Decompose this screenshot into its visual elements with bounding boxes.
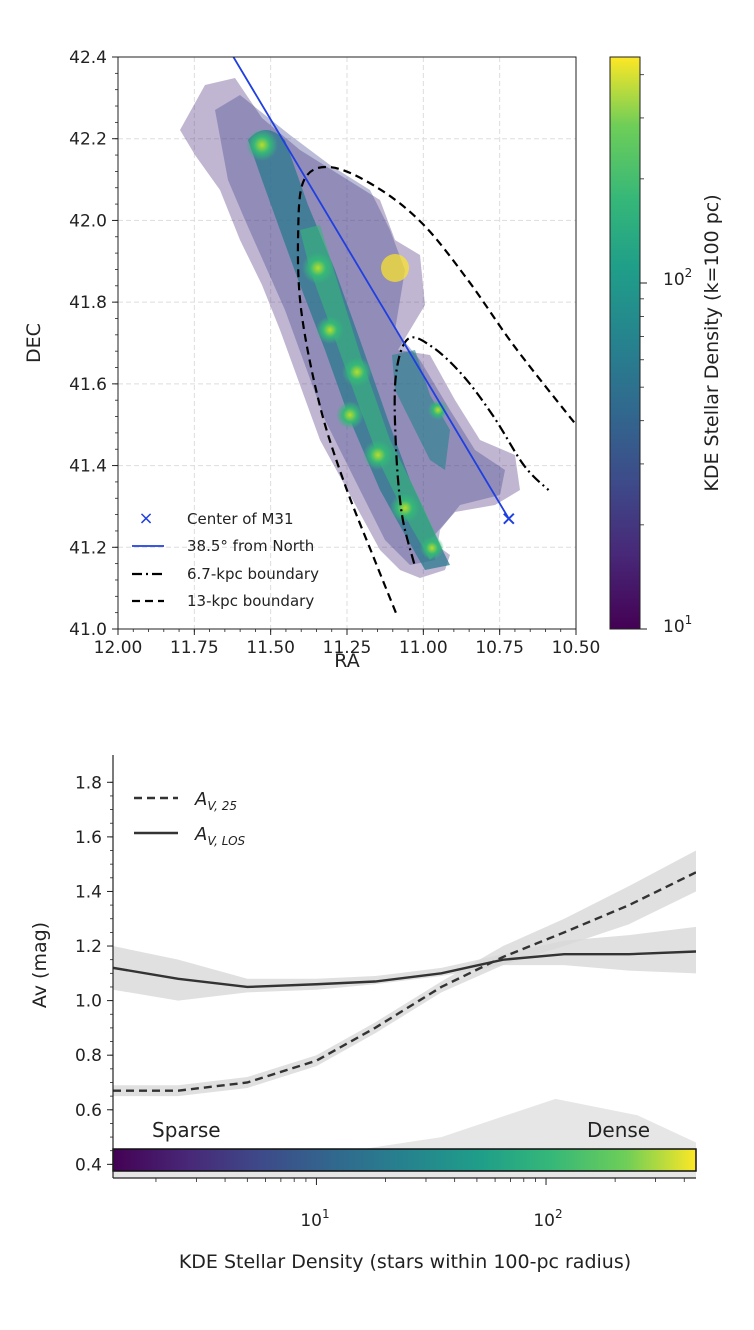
dense-clump <box>342 357 372 387</box>
y-tick-label: 1.0 <box>75 992 102 1012</box>
y-tick-label: 42.4 <box>69 48 107 68</box>
y-tick-label: 0.4 <box>75 1155 102 1175</box>
y-tick-label: 1.4 <box>75 882 102 902</box>
x-tick-label: 10.75 <box>475 638 524 658</box>
sky-map-x-ticks: 12.00 11.75 11.50 11.25 11.00 10.75 10.50 <box>94 629 601 658</box>
sky-map-chart: 12.00 11.75 11.50 11.25 11.00 10.75 10.50 41.0… <box>23 48 723 672</box>
y-tick-label: 41.6 <box>69 375 107 395</box>
m31-center-marker <box>503 512 515 525</box>
colorbar-label: KDE Stellar Density (k=100 pc) <box>701 194 723 491</box>
bright-clump <box>381 254 409 282</box>
boundary-13kpc-line <box>296 165 576 614</box>
dense-clump <box>316 316 344 344</box>
sky-map-y-ticks: 41.0 41.2 41.4 41.6 41.8 42.0 42.2 42.4 <box>69 48 118 640</box>
y-tick-label: 42.0 <box>69 211 107 231</box>
x-axis-label-ra: RA <box>334 650 359 672</box>
y-tick-label: 1.6 <box>75 828 102 848</box>
inner-ring-ridge <box>392 350 450 470</box>
y-tick-label: 41.4 <box>69 457 107 477</box>
dense-clump <box>420 536 444 560</box>
x-tick-label: 11.50 <box>246 638 295 658</box>
y-axis-label-dec: DEC <box>23 323 45 363</box>
stellar-density-map <box>180 78 520 578</box>
dense-clump <box>363 440 393 470</box>
major-axis-line <box>232 57 510 520</box>
colorbar-tick-label: 102 <box>663 266 692 290</box>
dense-clump <box>246 129 278 161</box>
y-tick-label: 41.2 <box>69 538 107 558</box>
extinction-y-ticks: 0.4 0.6 0.8 1.0 1.2 1.4 1.6 1.8 <box>75 773 113 1175</box>
x-tick-label: 102 <box>533 1207 562 1231</box>
colorbar-tick-label: 101 <box>663 613 692 637</box>
dense-clump <box>428 400 448 420</box>
x-tick-label: 12.00 <box>94 638 143 658</box>
legend-label-6-7kpc: 6.7-kpc boundary <box>187 565 319 583</box>
colorbar-ticks <box>640 74 647 630</box>
extinction-chart: 0.4 0.6 0.8 1.0 1.2 1.4 1.6 1.8 101 102 KDE Ste… <box>29 755 697 1273</box>
annotation-dense: Dense <box>587 1118 650 1142</box>
density-colorbar: 101 102 KDE Stellar Density (k=100 pc) <box>609 56 723 637</box>
dense-clump <box>390 493 420 523</box>
legend-label-major-axis: 38.5° from North <box>187 537 314 555</box>
x-tick-label: 10.50 <box>552 638 601 658</box>
x-tick-label: 11.25 <box>323 638 372 658</box>
legend-label-avlos: AV, LOS <box>194 824 246 848</box>
annotation-sparse: Sparse <box>152 1118 221 1142</box>
dense-clump <box>302 252 334 284</box>
sky-map-legend: × Center of M31 38.5° from North 6.7-kpc… <box>132 508 319 610</box>
y-tick-label: 0.8 <box>75 1046 102 1066</box>
density-colorbar-strip <box>112 1148 697 1172</box>
y-tick-label: 41.8 <box>69 293 107 313</box>
y-tick-label: 41.0 <box>69 620 107 640</box>
av25-line <box>113 871 696 1092</box>
extinction-x-ticks <box>155 1178 685 1185</box>
y-tick-label: 1.2 <box>75 937 102 957</box>
x-axis-label-density: KDE Stellar Density (stars within 100-pc… <box>179 1251 631 1273</box>
center-marker-stroke <box>503 512 515 525</box>
x-tick-label: 11.75 <box>170 638 219 658</box>
legend-center-marker: × <box>138 508 153 529</box>
avlos-confidence-band <box>113 926 696 1001</box>
dense-clump <box>336 401 364 429</box>
avlos-line <box>113 950 696 989</box>
y-tick-label: 0.6 <box>75 1101 102 1121</box>
x-tick-label: 101 <box>300 1207 329 1231</box>
legend-label-av25: AV, 25 <box>194 789 237 813</box>
boundary-6-7kpc-line <box>393 336 550 564</box>
outer-ring-core <box>300 225 442 560</box>
y-tick-label: 42.2 <box>69 130 107 150</box>
y-axis-label-av: Av (mag) <box>29 922 51 1008</box>
colorbar-gradient <box>609 56 641 630</box>
x-tick-label: 11.00 <box>399 638 448 658</box>
legend-label-13kpc: 13-kpc boundary <box>187 592 314 610</box>
extinction-legend: AV, 25 AV, LOS <box>134 789 246 848</box>
y-tick-label: 1.8 <box>75 773 102 793</box>
legend-label-center: Center of M31 <box>187 510 294 528</box>
